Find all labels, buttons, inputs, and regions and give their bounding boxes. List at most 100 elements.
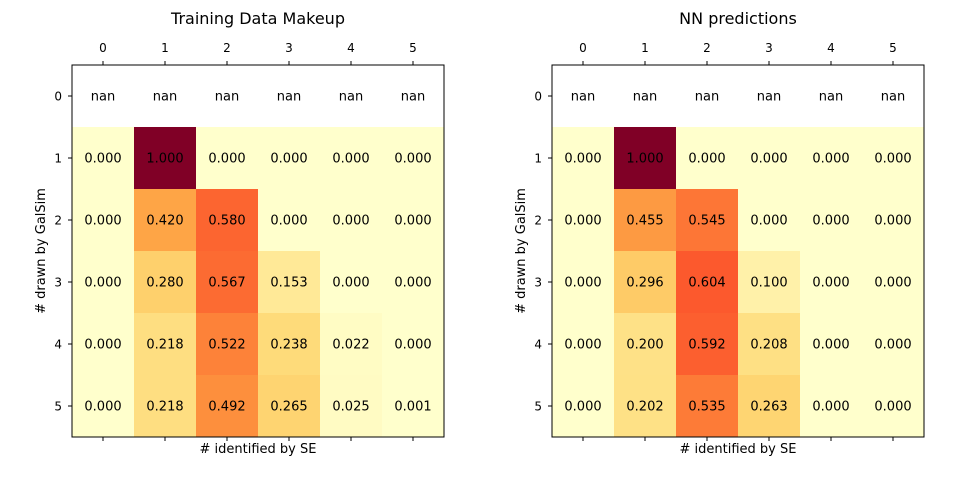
- heatmap-cell-r3-c0: [552, 251, 614, 313]
- cell-value-label: nan: [633, 90, 657, 105]
- heatmap-cell-r4-c3: [258, 313, 320, 375]
- right-heatmap-grid: nan nan nan nan nan nan 0.000 1.000 0.000 0.000 0.…: [534, 41, 925, 441]
- cell-value-label: 0.001: [394, 400, 431, 415]
- heatmap-cell-r5-c0: [72, 375, 134, 437]
- heatmap-cell-r0-c1: [134, 65, 196, 127]
- heatmap-cell-r3-c5: [862, 251, 924, 313]
- heatmap-cell-r2-c4: [320, 189, 382, 251]
- cell-value-label: 0.280: [146, 276, 183, 291]
- heatmap-cell-r4-c2: [676, 313, 738, 375]
- heatmap-cell-r4-c3: [738, 313, 800, 375]
- cell-value-label: nan: [819, 90, 843, 105]
- cell-value-label: nan: [277, 90, 301, 105]
- y-tick-label: 0: [534, 90, 542, 104]
- cell-value-label: nan: [215, 90, 239, 105]
- cell-value-label: 0.000: [564, 338, 601, 353]
- heatmap-cell-r5-c4: [800, 375, 862, 437]
- heatmap-cell-r2-c3: [738, 189, 800, 251]
- cell-value-label: 0.000: [564, 400, 601, 415]
- heatmap-cell-r3-c2: [196, 251, 258, 313]
- heatmap-cell-r2-c4: [800, 189, 862, 251]
- heatmap-cell-r4-c2: [196, 313, 258, 375]
- heatmap-cell-r1-c3: [738, 127, 800, 189]
- heatmap-cell-r3-c4: [800, 251, 862, 313]
- heatmap-cell-r3-c1: [614, 251, 676, 313]
- cell-value-label: 0.100: [750, 276, 787, 291]
- x-tick-label: 1: [161, 41, 169, 55]
- x-tick-label: 0: [99, 41, 107, 55]
- heatmap-cell-r1-c3: [258, 127, 320, 189]
- heatmap-cell-r3-c3: [258, 251, 320, 313]
- cell-value-label: 0.000: [874, 152, 911, 167]
- cell-value-label: 0.000: [270, 152, 307, 167]
- cell-value-label: 0.025: [332, 400, 369, 415]
- cell-value-label: nan: [695, 90, 719, 105]
- heatmap-cell-r0-c5: [382, 65, 444, 127]
- cell-value-label: 0.592: [688, 338, 725, 353]
- cell-value-label: 0.000: [270, 214, 307, 229]
- heatmap-cell-r0-c3: [738, 65, 800, 127]
- cell-value-label: 0.000: [874, 276, 911, 291]
- heatmap-cell-r1-c0: [72, 127, 134, 189]
- left-heatmap-grid: nan nan nan nan nan nan 0.000 1.000 0.000 0.000 0.…: [54, 41, 445, 441]
- heatmap-cell-r2-c2: [676, 189, 738, 251]
- heatmap-cell-r5-c4: [320, 375, 382, 437]
- cell-value-label: 0.202: [626, 400, 663, 415]
- cell-value-label: 0.604: [688, 276, 725, 291]
- y-tick-label: 4: [54, 338, 62, 352]
- cell-value-label: 0.000: [564, 276, 601, 291]
- x-tick-label: 2: [703, 41, 711, 55]
- right-heatmap-panel: NN predictions # drawn by GalSim # ident…: [514, 9, 925, 457]
- heatmap-cell-r4-c5: [382, 313, 444, 375]
- heatmap-cell-r5-c5: [862, 375, 924, 437]
- heatmap-cell-r1-c2: [676, 127, 738, 189]
- heatmap-cell-r3-c0: [72, 251, 134, 313]
- heatmap-cell-r5-c2: [196, 375, 258, 437]
- heatmap-cell-r4-c5: [862, 313, 924, 375]
- heatmap-cell-r2-c1: [134, 189, 196, 251]
- y-tick-label: 3: [54, 276, 62, 290]
- cell-value-label: 0.000: [84, 276, 121, 291]
- heatmap-cell-r0-c0: [72, 65, 134, 127]
- heatmap-cell-r5-c1: [614, 375, 676, 437]
- cell-value-label: nan: [153, 90, 177, 105]
- heatmap-cell-r4-c4: [320, 313, 382, 375]
- heatmap-cell-r0-c3: [258, 65, 320, 127]
- y-tick-label: 3: [534, 276, 542, 290]
- cell-value-label: 0.000: [564, 152, 601, 167]
- heatmap-cell-r2-c3: [258, 189, 320, 251]
- x-tick-label: 3: [765, 41, 773, 55]
- y-tick-label: 2: [534, 214, 542, 228]
- heatmap-cell-r1-c4: [320, 127, 382, 189]
- x-tick-label: 5: [889, 41, 897, 55]
- x-tick-label: 5: [409, 41, 417, 55]
- left-chart-title: Training Data Makeup: [170, 9, 345, 28]
- cell-value-label: nan: [881, 90, 905, 105]
- cell-value-label: 0.000: [812, 338, 849, 353]
- heatmap-cell-r1-c5: [862, 127, 924, 189]
- heatmap-cell-r3-c5: [382, 251, 444, 313]
- x-tick-label: 2: [223, 41, 231, 55]
- cell-value-label: 0.200: [626, 338, 663, 353]
- y-tick-label: 5: [534, 400, 542, 414]
- cell-value-label: 0.000: [750, 214, 787, 229]
- heatmap-cell-r1-c4: [800, 127, 862, 189]
- heatmap-cell-r3-c3: [738, 251, 800, 313]
- cell-value-label: 0.000: [688, 152, 725, 167]
- cell-value-label: 0.000: [812, 400, 849, 415]
- cell-value-label: 0.000: [394, 338, 431, 353]
- cell-value-label: 0.535: [688, 400, 725, 415]
- x-tick-label: 0: [579, 41, 587, 55]
- cell-value-label: 0.153: [270, 276, 307, 291]
- heatmap-cell-r3-c4: [320, 251, 382, 313]
- cell-value-label: 0.000: [84, 400, 121, 415]
- cell-value-label: nan: [339, 90, 363, 105]
- cell-value-label: nan: [757, 90, 781, 105]
- y-tick-label: 2: [54, 214, 62, 228]
- cell-value-label: 0.000: [394, 214, 431, 229]
- cell-value-label: nan: [91, 90, 115, 105]
- heatmap-cell-r5-c3: [738, 375, 800, 437]
- heatmap-cell-r2-c1: [614, 189, 676, 251]
